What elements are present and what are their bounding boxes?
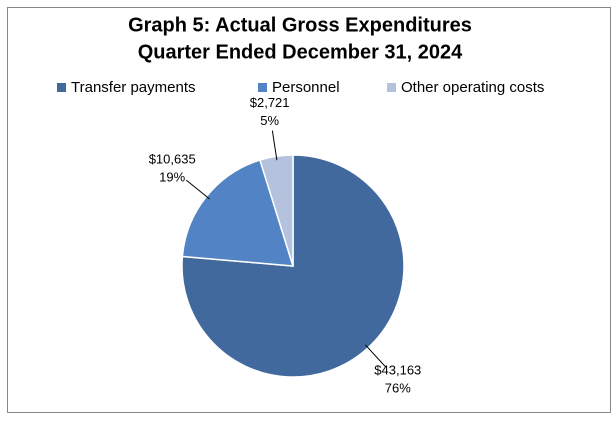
leader-line: [271, 130, 278, 161]
leader-line: [364, 344, 386, 368]
legend-swatch: [387, 83, 396, 92]
chart-subtitle: Quarter Ended December 31, 2024: [138, 41, 463, 63]
legend-label: Other operating costs: [401, 79, 544, 96]
legend-label: Personnel: [272, 79, 340, 96]
legend-swatch: [57, 83, 66, 92]
legend-label: Transfer payments: [71, 79, 196, 96]
leader-line: [185, 179, 210, 200]
value-label: $43,163: [374, 363, 421, 378]
legend-swatch: [258, 83, 267, 92]
percent-label: 5%: [260, 113, 279, 128]
value-label: $10,635: [149, 151, 196, 166]
chart-title: Graph 5: Actual Gross Expenditures: [128, 14, 472, 36]
percent-label: 19%: [159, 169, 185, 184]
percent-label: 76%: [385, 381, 411, 396]
value-label: $2,721: [250, 95, 290, 110]
